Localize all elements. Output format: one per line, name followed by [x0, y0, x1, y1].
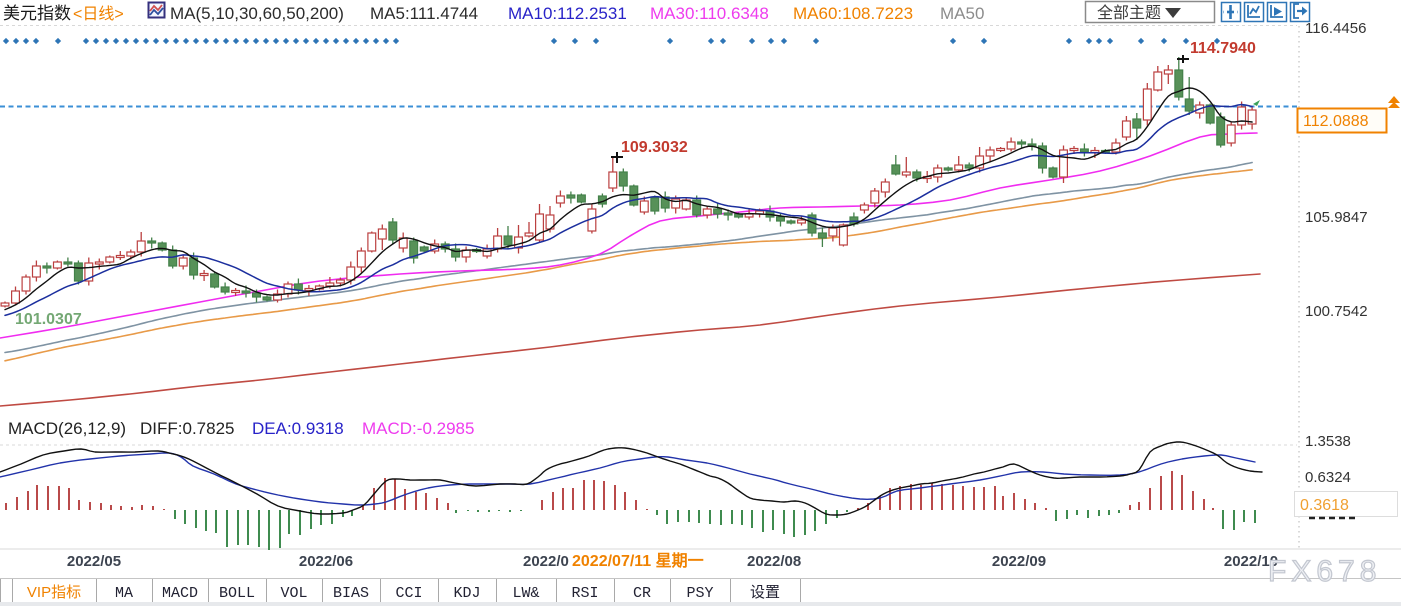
svg-text:105.9847: 105.9847	[1305, 209, 1368, 226]
svg-text:MA60:108.7223: MA60:108.7223	[793, 4, 913, 23]
svg-text:MA(5,10,30,60,50,200): MA(5,10,30,60,50,200)	[170, 4, 344, 23]
svg-text:DEA:0.9318: DEA:0.9318	[252, 419, 344, 438]
svg-text:114.7940: 114.7940	[1190, 40, 1256, 57]
svg-text:DIFF:0.7825: DIFF:0.7825	[140, 419, 235, 438]
svg-text:MACD(26,12,9): MACD(26,12,9)	[8, 419, 126, 438]
svg-text:100.7542: 100.7542	[1305, 303, 1368, 320]
svg-text:MA: MA	[115, 585, 133, 602]
svg-text:2022/08: 2022/08	[747, 553, 801, 570]
svg-text:2022/0: 2022/0	[523, 553, 569, 570]
svg-text:KDJ: KDJ	[453, 585, 480, 602]
svg-text:109.3032: 109.3032	[621, 139, 688, 156]
svg-text:<日线>: <日线>	[73, 5, 124, 23]
svg-text:RSI: RSI	[571, 585, 598, 602]
svg-text:设置: 设置	[750, 584, 780, 601]
svg-text:112.0888: 112.0888	[1303, 113, 1369, 130]
svg-text:BOLL: BOLL	[219, 585, 255, 602]
svg-text:0.3618: 0.3618	[1300, 497, 1349, 514]
svg-text:全部主题: 全部主题	[1097, 4, 1161, 22]
svg-text:MA10:112.2531: MA10:112.2531	[508, 4, 627, 23]
svg-text:1.3538: 1.3538	[1305, 433, 1351, 450]
svg-text:MACD:-0.2985: MACD:-0.2985	[362, 419, 474, 438]
svg-text:2022/10: 2022/10	[1224, 553, 1278, 570]
svg-text:101.0307: 101.0307	[15, 311, 82, 328]
svg-text:FX678: FX678	[1268, 555, 1381, 588]
svg-text:MACD: MACD	[162, 585, 198, 602]
svg-text:VOL: VOL	[280, 585, 307, 602]
svg-text:2022/07/11 星期一: 2022/07/11 星期一	[572, 551, 704, 570]
svg-text:CCI: CCI	[395, 585, 422, 602]
svg-text:MA50: MA50	[940, 4, 984, 23]
svg-text:CR: CR	[633, 585, 651, 602]
svg-text:2022/06: 2022/06	[299, 553, 353, 570]
svg-text:MA30:110.6348: MA30:110.6348	[650, 4, 769, 23]
svg-text:BIAS: BIAS	[333, 585, 369, 602]
svg-text:美元指数: 美元指数	[3, 4, 71, 23]
svg-text:LW&: LW&	[512, 585, 539, 602]
svg-text:PSY: PSY	[686, 585, 713, 602]
svg-text:2022/05: 2022/05	[67, 553, 121, 570]
svg-text:2022/09: 2022/09	[992, 553, 1046, 570]
svg-text:VIP指标: VIP指标	[27, 584, 81, 601]
svg-text:MA5:111.4744: MA5:111.4744	[370, 4, 478, 23]
svg-text:116.4456: 116.4456	[1305, 20, 1366, 37]
svg-text:0.6324: 0.6324	[1305, 469, 1351, 486]
